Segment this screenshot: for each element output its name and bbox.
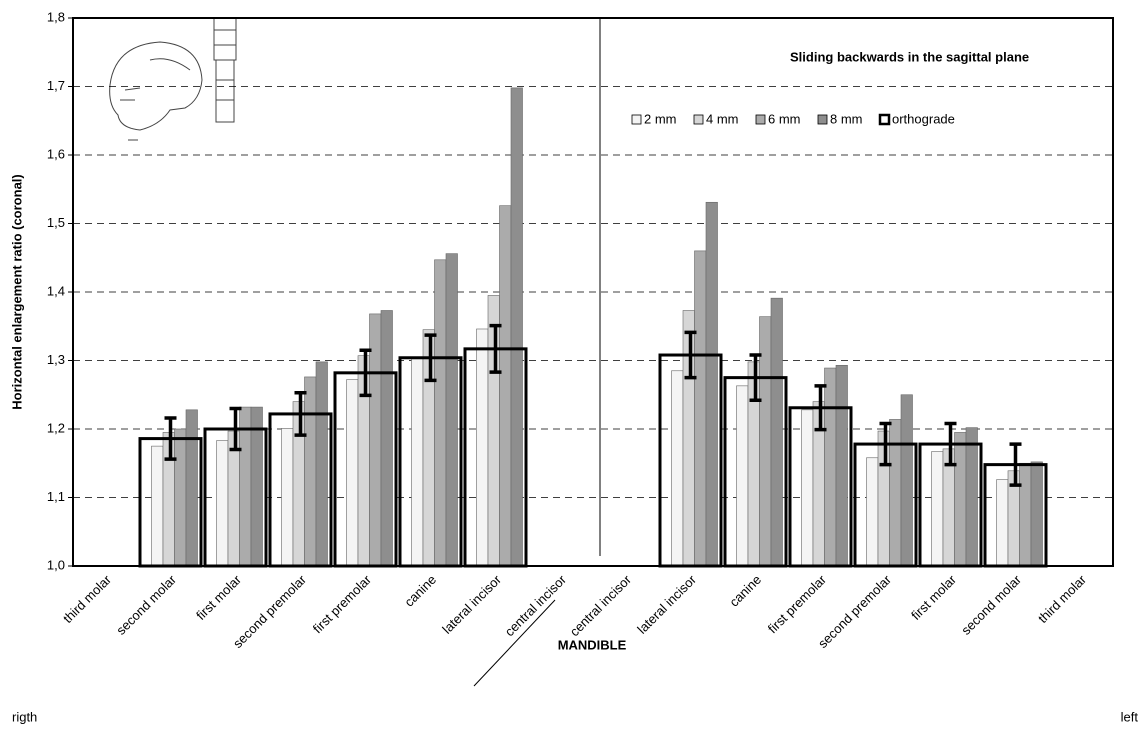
bar	[185, 409, 198, 567]
error-bar	[424, 333, 437, 383]
x-tick-label: canine	[401, 572, 439, 610]
legend-swatch	[755, 114, 766, 125]
bar	[499, 205, 512, 567]
plot-frame	[72, 17, 1114, 567]
bar	[996, 479, 1009, 567]
bar	[281, 428, 294, 567]
bar	[445, 253, 458, 567]
error-bar	[489, 323, 502, 374]
legend-label: 8 mm	[830, 111, 863, 126]
bar	[476, 328, 489, 567]
bar	[900, 394, 913, 567]
skull-icon	[109, 17, 237, 141]
bar	[671, 370, 684, 567]
x-tick-label: second molar	[958, 571, 1024, 637]
bar	[942, 448, 955, 567]
bar	[434, 259, 447, 567]
y-tick-label: 1,1	[47, 489, 65, 504]
chart-title: Sliding backwards in the sagittal plane	[790, 49, 1029, 64]
x-tick-label: first molar	[193, 571, 244, 622]
bar	[824, 367, 837, 567]
bar	[1030, 461, 1043, 567]
legend-label: orthograde	[892, 111, 955, 126]
error-bar	[294, 390, 307, 437]
x-tick-label: first molar	[908, 571, 959, 622]
legend-swatch	[693, 114, 704, 125]
bar	[151, 445, 164, 567]
legend-label: 2 mm	[644, 111, 677, 126]
side-label: left	[1121, 709, 1139, 724]
y-tick-label: 1,6	[47, 146, 65, 161]
side-label: rigth	[12, 709, 37, 724]
bar	[315, 361, 328, 567]
x-tick-label: central incisor	[502, 571, 570, 639]
x-tick-label: first premolar	[765, 571, 830, 636]
bar	[346, 379, 359, 567]
error-bar	[749, 353, 762, 402]
bar	[1019, 462, 1032, 567]
bar	[954, 432, 967, 567]
bar	[411, 357, 424, 567]
x-tick-label: third molar	[1035, 571, 1090, 626]
error-bar	[1009, 442, 1022, 487]
error-bar	[944, 421, 957, 467]
bar	[705, 201, 718, 567]
legend-swatch	[817, 114, 828, 125]
bar	[510, 87, 523, 567]
y-tick-label: 1,4	[47, 283, 65, 298]
bar	[380, 310, 393, 567]
bar	[216, 440, 229, 567]
bar	[770, 297, 783, 567]
y-tick-label: 1,7	[47, 78, 65, 93]
y-tick-label: 1,8	[47, 9, 65, 24]
bar	[965, 427, 978, 567]
y-tick-label: 1,3	[47, 352, 65, 367]
error-bar	[684, 330, 697, 380]
bar	[694, 250, 707, 567]
diagonal-line	[473, 599, 556, 687]
legend-label: 6 mm	[768, 111, 801, 126]
y-tick-label: 1,0	[47, 557, 65, 572]
x-tick-label: central incisor	[567, 571, 635, 639]
bar	[801, 409, 814, 567]
legend-label: 4 mm	[706, 111, 739, 126]
bar	[866, 457, 879, 567]
bar	[174, 428, 187, 567]
error-bar	[814, 384, 827, 432]
y-axis-label: Horizontal enlargement ratio (coronal)	[9, 174, 24, 409]
bar	[835, 364, 848, 567]
x-tick-label: canine	[726, 572, 764, 610]
bar	[736, 385, 749, 567]
y-tick-label: 1,2	[47, 420, 65, 435]
bar	[239, 406, 252, 567]
y-tick-label: 1,5	[47, 215, 65, 230]
x-tick-label: second molar	[113, 571, 179, 637]
bar	[889, 419, 902, 567]
error-bar	[359, 348, 372, 398]
error-bar	[164, 416, 177, 461]
x-tick-label: lateral incisor	[634, 571, 699, 636]
bar	[304, 376, 317, 567]
error-bar	[879, 421, 892, 467]
bar	[250, 406, 263, 567]
legend-swatch	[878, 113, 891, 126]
legend-swatch	[631, 114, 642, 125]
x-axis-label: MANDIBLE	[558, 637, 627, 652]
x-tick-label: lateral incisor	[439, 571, 504, 636]
bar	[931, 451, 944, 567]
error-bar	[229, 406, 242, 452]
x-tick-label: third molar	[60, 571, 115, 626]
x-tick-label: first premolar	[310, 571, 375, 636]
